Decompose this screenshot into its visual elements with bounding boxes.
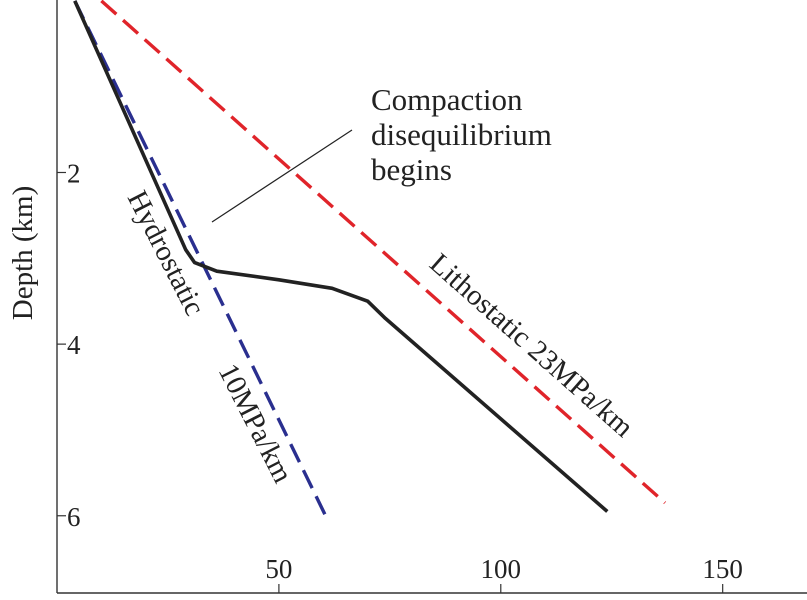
compaction-label-line1: Compaction	[371, 82, 523, 117]
y-tick-label: 6	[67, 502, 81, 532]
x-tick-label: 100	[481, 554, 522, 584]
hydrostatic-gradient-label: 10MPa/km	[212, 359, 299, 489]
y-axis-label: Depth (km)	[7, 186, 39, 321]
x-tick-label: 50	[265, 554, 292, 584]
series-layer	[73, 0, 667, 521]
y-ticks: 2 4 6	[57, 158, 81, 532]
hydrostatic-line	[73, 0, 330, 521]
y-tick-label: 2	[67, 158, 81, 188]
compaction-label-line3: begins	[371, 152, 452, 187]
x-ticks: 50 100 150	[265, 554, 743, 593]
x-tick-label: 150	[702, 554, 743, 584]
axes	[56, 0, 807, 594]
pore-pressure-line	[73, 0, 609, 513]
compaction-label-line2: disequilibrium	[371, 117, 552, 152]
lithostatic-label: Lithostatic 23MPa/km	[423, 247, 639, 444]
lithostatic-line	[100, 0, 667, 505]
y-tick-label: 4	[67, 330, 81, 360]
compaction-leader-line	[211, 129, 353, 223]
